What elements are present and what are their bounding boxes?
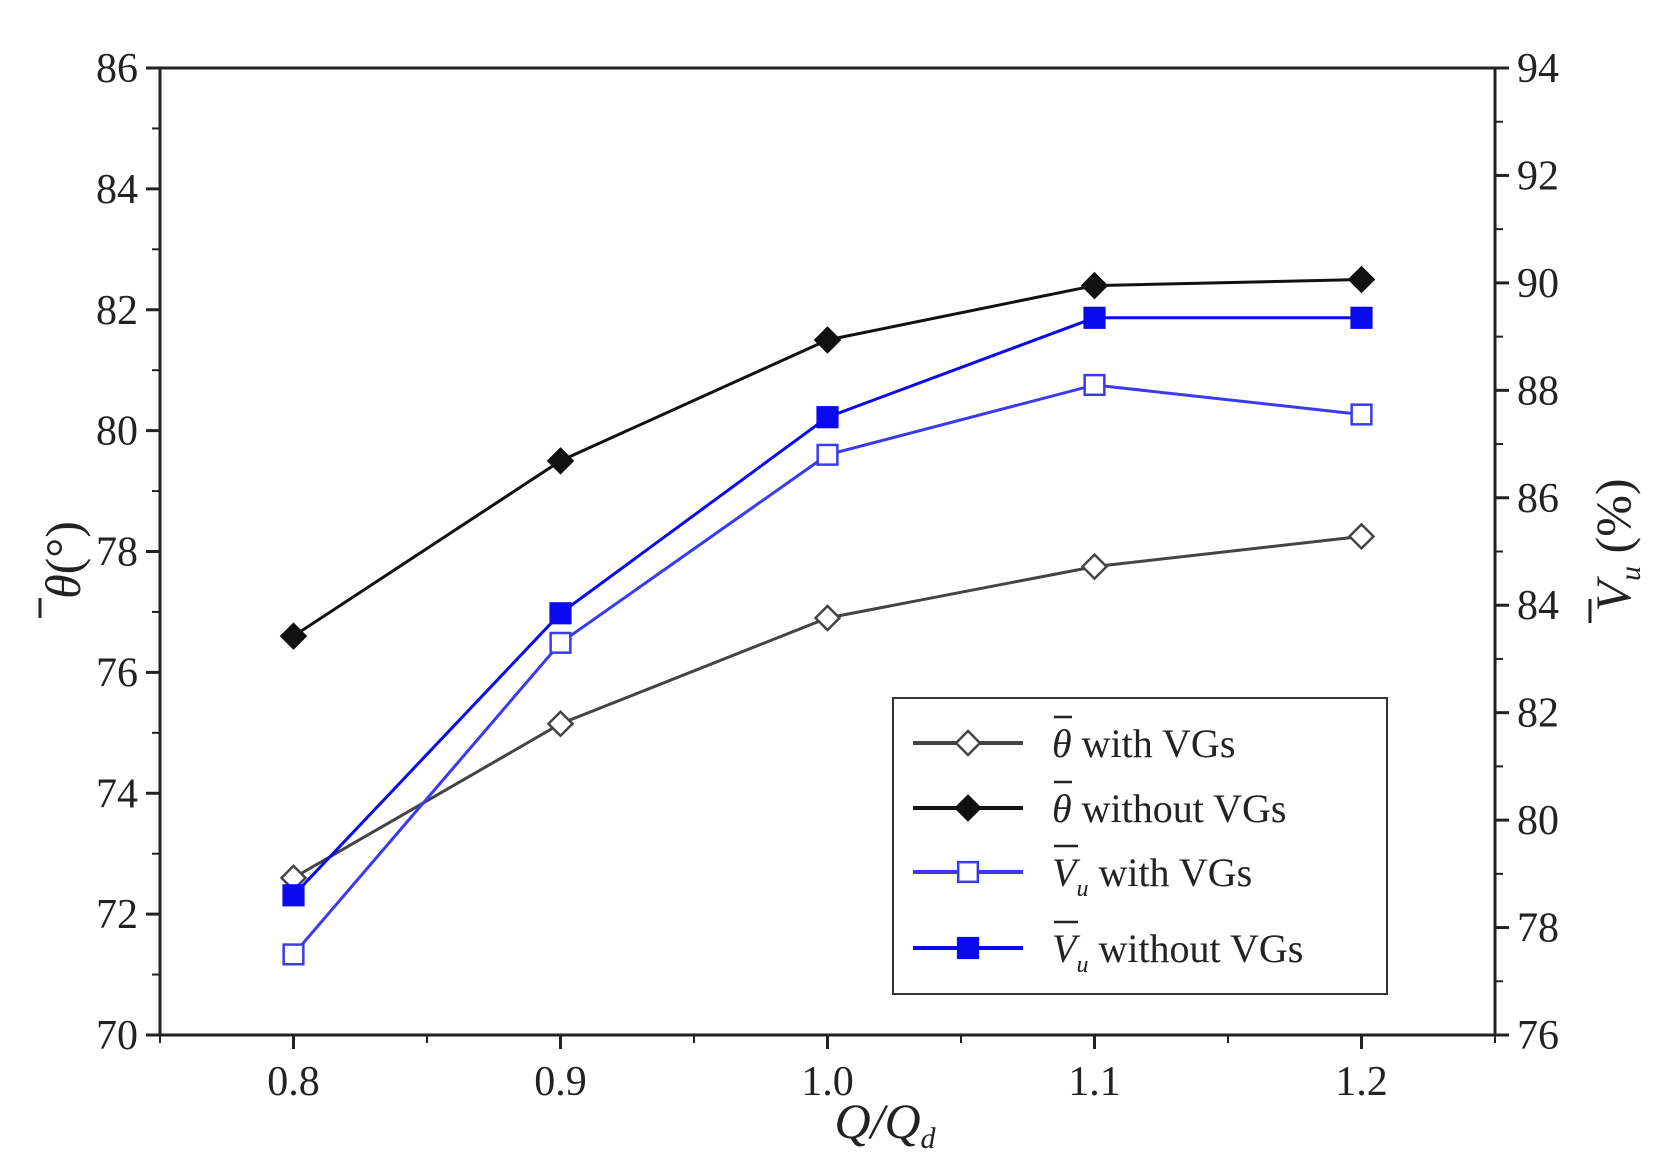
legend-label-vu-with-vgs: Vu with VGs	[1052, 850, 1252, 902]
right-tick-label: 84	[1517, 583, 1559, 629]
point-vu-with-vgs	[549, 631, 572, 654]
point-theta-without-vgs	[1080, 271, 1109, 300]
legend-label-theta-with-vgs: θ with VGs	[1052, 721, 1235, 766]
point-theta-without-vgs	[813, 326, 842, 354]
left-tick-label: 80	[96, 409, 138, 455]
legend-subscript: u	[1076, 952, 1088, 978]
x-axis-title-main: Q/Q	[834, 1093, 920, 1149]
y-left-axis-title: θ(°)	[35, 521, 91, 599]
legend-label-vu-without-vgs: Vu without VGs	[1052, 926, 1303, 978]
y-left-axis-title-main: θ	[35, 574, 91, 599]
point-vu-with-vgs	[282, 943, 305, 966]
left-tick-label: 78	[96, 530, 138, 576]
right-tick-label: 76	[1517, 1013, 1559, 1059]
point-vu-without-vgs	[1083, 306, 1106, 329]
y-right-axis-title-main: V	[1585, 576, 1641, 612]
point-theta-with-vgs	[1080, 552, 1109, 581]
series-layer	[279, 265, 1376, 966]
point-vu-with-vgs	[1350, 403, 1373, 426]
point-theta-without-vgs	[546, 447, 575, 475]
legend-label-theta-without-vgs: θ without VGs	[1052, 786, 1287, 831]
point-vu-without-vgs	[1350, 306, 1373, 329]
legend-symbol: V	[1052, 926, 1081, 971]
x-tick-label: 0.9	[534, 1059, 587, 1105]
legend-marker-theta-without-vgs	[954, 794, 982, 822]
legend-suffix: with VGs	[1072, 721, 1236, 766]
point-theta-with-vgs	[1347, 522, 1376, 551]
left-tick-label: 76	[96, 650, 138, 696]
x-tick-label: 1.1	[1068, 1059, 1121, 1105]
y-right-axis-title-rest: (%)	[1585, 479, 1641, 566]
right-tick-label: 82	[1517, 691, 1559, 737]
legend-marker-vu-with-vgs	[956, 860, 980, 884]
point-vu-without-vgs	[816, 406, 839, 429]
x-tick-label: 1.2	[1335, 1059, 1388, 1105]
right-tick-label: 88	[1517, 368, 1559, 414]
point-vu-without-vgs	[549, 602, 572, 625]
point-vu-with-vgs	[816, 443, 839, 466]
right-tick-label: 78	[1517, 906, 1559, 952]
left-tick-label: 82	[96, 288, 138, 334]
point-vu-with-vgs	[1083, 373, 1106, 397]
legend-symbol: V	[1052, 850, 1081, 895]
y-left-axis-title-rest: (°)	[35, 521, 91, 574]
x-axis-title: Q/Qd	[834, 1093, 936, 1155]
x-tick-label: 0.8	[267, 1059, 320, 1105]
legend-marker-theta-with-vgs	[954, 729, 982, 757]
bottom-axis-ticks: 0.8 0.9 1.0 1.1 1.2	[159, 1035, 1496, 1105]
legend-symbol: θ	[1052, 786, 1072, 831]
right-tick-label: 90	[1517, 261, 1559, 307]
left-tick-label: 72	[96, 892, 138, 938]
legend-marker-vu-without-vgs	[956, 936, 980, 960]
right-tick-label: 94	[1517, 46, 1559, 92]
right-axis-ticks: 76 78 80 82 84 86 88 90 92 94	[1495, 46, 1559, 1059]
point-theta-with-vgs	[546, 709, 575, 738]
legend-suffix: without VGs	[1072, 786, 1287, 831]
legend-suffix: with VGs	[1088, 850, 1252, 895]
x-tick-label: 1.0	[801, 1059, 854, 1105]
legend-suffix: without VGs	[1088, 926, 1303, 971]
left-tick-label: 74	[96, 771, 138, 817]
point-theta-without-vgs	[1347, 265, 1376, 294]
point-theta-without-vgs	[279, 622, 308, 650]
point-vu-without-vgs	[282, 884, 305, 907]
x-axis-title-sub: d	[921, 1122, 937, 1155]
left-tick-label: 84	[96, 167, 138, 213]
left-tick-label: 70	[96, 1013, 138, 1059]
right-tick-label: 86	[1517, 476, 1559, 522]
right-tick-label: 80	[1517, 798, 1559, 844]
right-tick-label: 92	[1517, 153, 1559, 199]
legend-symbol: θ	[1052, 721, 1072, 766]
left-tick-label: 86	[96, 46, 138, 92]
point-theta-with-vgs	[813, 604, 842, 632]
y-right-axis-title-sub: u	[1614, 566, 1647, 581]
y-right-axis-title: Vu (%)	[1585, 479, 1647, 612]
left-axis-ticks: 70 72 74 76 78 80 82 84 86	[96, 46, 160, 1059]
legend-subscript: u	[1076, 876, 1088, 902]
